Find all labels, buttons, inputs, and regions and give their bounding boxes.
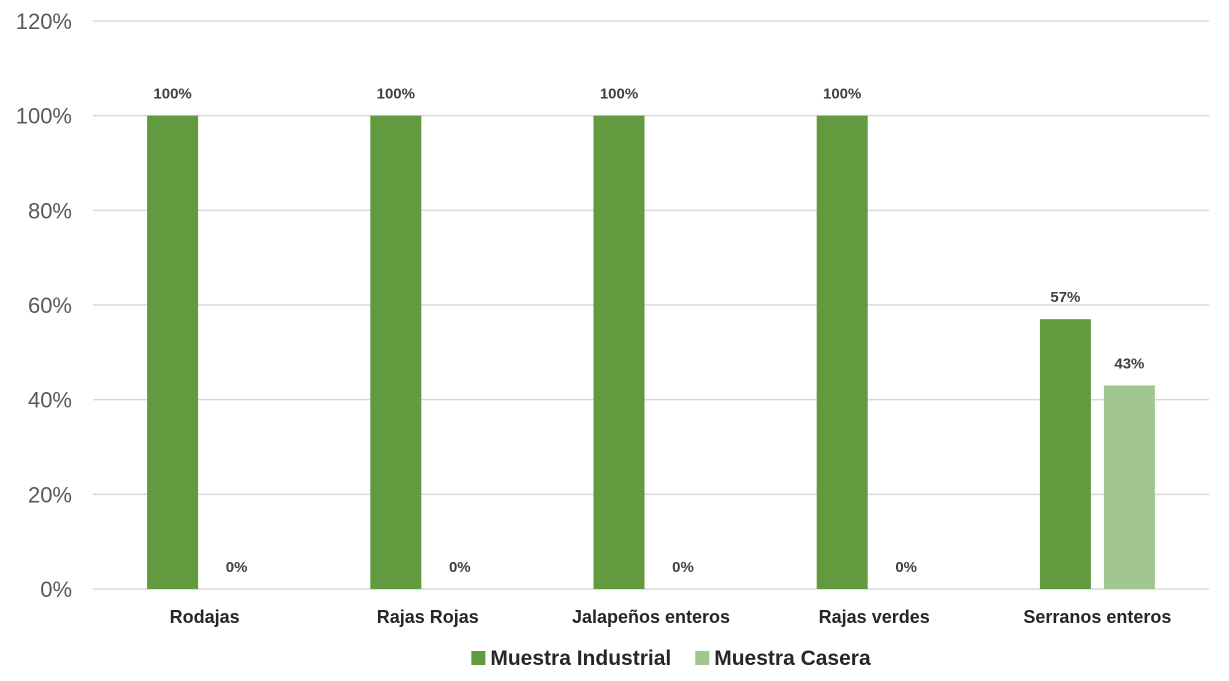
y-axis-tick-labels: 0% 20% 40% 60% 80% 100% 120% (16, 9, 72, 602)
legend-item-casera: Muestra Casera (695, 647, 871, 670)
x-tick-label: Jalapeños enteros (572, 607, 730, 627)
data-label: 100% (153, 86, 191, 103)
y-tick-label: 120% (16, 9, 72, 34)
bar-industrial-0 (147, 115, 199, 590)
data-label: 0% (895, 559, 917, 576)
legend-label: Muestra Casera (714, 647, 871, 670)
data-label: 43% (1114, 355, 1144, 372)
data-label: 0% (449, 559, 471, 576)
data-label: 100% (377, 86, 415, 103)
y-tick-label: 60% (28, 293, 72, 318)
x-tick-label: Rodajas (170, 607, 240, 627)
legend-swatch (471, 651, 486, 665)
data-label: 0% (226, 559, 248, 576)
bar-casera-4 (1103, 385, 1155, 589)
bars (147, 115, 1155, 590)
legend-label: Muestra Industrial (490, 647, 671, 670)
y-tick-label: 0% (40, 577, 72, 602)
y-tick-label: 40% (28, 388, 72, 413)
legend-item-industrial: Muestra Industrial (471, 647, 671, 670)
y-tick-label: 80% (28, 198, 72, 223)
legend: Muestra Industrial Muestra Casera (471, 647, 871, 670)
bar-industrial-2 (593, 115, 645, 590)
y-tick-label: 100% (16, 104, 72, 129)
data-label: 0% (672, 559, 694, 576)
data-label: 100% (823, 86, 861, 103)
data-label: 100% (600, 86, 638, 103)
bar-industrial-1 (370, 115, 422, 590)
data-labels: 100% 0% 100% 0% 100% 0% 100% 0% 57% 43% (153, 86, 1144, 576)
x-axis-tick-labels: Rodajas Rajas Rojas Jalapeños enteros Rajas… (170, 607, 1172, 627)
gridlines (93, 20, 1209, 590)
x-tick-label: Serranos enteros (1023, 607, 1171, 627)
bar-industrial-4 (1039, 319, 1091, 589)
data-label: 57% (1050, 289, 1080, 306)
x-tick-label: Rajas verdes (819, 607, 930, 627)
x-tick-label: Rajas Rojas (377, 607, 479, 627)
y-tick-label: 20% (28, 482, 72, 507)
legend-swatch (695, 651, 710, 665)
bar-industrial-3 (816, 115, 868, 590)
